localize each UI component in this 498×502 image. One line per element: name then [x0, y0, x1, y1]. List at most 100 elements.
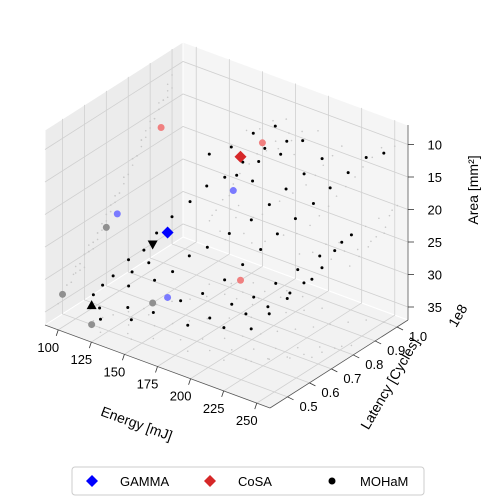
legend-marker-cosa — [204, 475, 216, 487]
moham-floor-shadow — [333, 347, 336, 349]
moham-back-shadow — [367, 246, 370, 248]
grid-lines — [44, 46, 409, 404]
moham-wall-shadow — [162, 99, 165, 101]
moham-floor-shadow — [230, 348, 233, 351]
moham-back-shadow — [261, 213, 264, 216]
moham-back-shadow — [311, 251, 314, 254]
x-grid-line — [190, 95, 329, 380]
cosa-projection — [237, 276, 245, 284]
moham-point — [241, 160, 245, 164]
moham-floor-shadow — [279, 296, 282, 299]
moham-floor-shadow — [365, 319, 367, 321]
moham-point — [349, 233, 353, 237]
moham-wall-shadow — [92, 241, 94, 244]
z-tick-label: 35 — [428, 300, 442, 315]
moham-point — [244, 312, 248, 316]
moham-back-shadow — [277, 147, 280, 150]
moham-floor-shadow — [267, 357, 269, 360]
moham-point — [223, 278, 227, 282]
y-tick-label: 0.7 — [343, 371, 361, 386]
projection-shadows — [57, 74, 399, 363]
legend: GAMMA CoSA MOHaM — [71, 466, 425, 496]
moham-point — [310, 277, 314, 281]
moham-point — [129, 318, 133, 322]
moham-back-shadow — [288, 132, 290, 134]
moham-point — [249, 218, 253, 222]
moham-wall-shadow — [72, 273, 75, 276]
y-tick-mark — [309, 382, 316, 387]
z-axis-label: Area [mm²] — [465, 155, 481, 224]
moham-point — [98, 317, 102, 321]
x-tick-mark — [254, 402, 258, 410]
moham-point — [333, 249, 337, 253]
moham-floor-shadow — [321, 307, 323, 309]
x-tick-label: 175 — [137, 377, 159, 392]
moham-point — [170, 215, 174, 219]
y-tick-mark — [331, 368, 338, 373]
data-points — [86, 124, 386, 331]
y-tick-mark — [396, 326, 404, 331]
moham-point — [320, 157, 324, 161]
cosa-point — [234, 150, 247, 163]
moham-point — [328, 186, 332, 190]
moham-point — [147, 261, 151, 265]
moham-point — [274, 281, 278, 285]
moham-back-shadow — [393, 145, 396, 147]
moham-back-shadow — [221, 198, 224, 201]
moham-back-shadow — [356, 248, 359, 251]
moham-wall-shadow — [153, 117, 156, 120]
moham-back-shadow — [235, 216, 237, 219]
moham-wall-shadow — [149, 120, 151, 123]
moham-wall-shadow — [127, 173, 130, 176]
moham-point — [205, 245, 209, 249]
moham-point — [267, 203, 271, 207]
moham-back-shadow — [305, 184, 307, 186]
moham-floor-shadow — [241, 291, 244, 293]
moham-floor-shadow — [223, 337, 226, 340]
moham-wall-shadow — [131, 164, 134, 166]
moham-floor-shadow — [189, 298, 191, 300]
moham-floor-shadow — [155, 303, 158, 306]
moham-wall-shadow — [96, 238, 99, 241]
moham-point — [101, 283, 105, 287]
triangle-down-marker — [147, 240, 158, 250]
moham-floor-shadow — [112, 314, 114, 316]
moham-back-shadow — [256, 153, 258, 155]
moham-back-shadow — [341, 145, 343, 147]
moham-back-shadow — [371, 156, 374, 159]
moham-floor-shadow — [311, 356, 313, 359]
moham-back-shadow — [391, 209, 393, 211]
y-tick-label: 0.8 — [365, 357, 383, 372]
moham-wall-shadow — [88, 244, 90, 246]
moham-point — [187, 254, 191, 258]
moham-point — [302, 172, 306, 176]
moham-floor-shadow — [250, 316, 253, 319]
moham-wall-shadow — [140, 139, 143, 141]
moham-floor-shadow — [228, 317, 231, 319]
moham-back-shadow — [293, 153, 295, 156]
moham-back-shadow — [375, 235, 378, 238]
x-grid-line — [58, 46, 197, 331]
moham-floor-shadow — [257, 297, 260, 299]
gamma-projection — [113, 210, 121, 218]
moham-wall-shadow — [149, 127, 151, 129]
moham-back-shadow — [330, 258, 333, 260]
y-tick-label: 0.9 — [387, 343, 405, 358]
moham-back-shadow — [278, 200, 281, 202]
moham-wall-shadow — [105, 220, 108, 222]
moham-back-shadow — [364, 225, 367, 228]
moham-point — [222, 326, 226, 330]
y-grid-line — [171, 48, 398, 328]
moham-back-shadow — [358, 255, 360, 258]
moham-back-shadow — [362, 166, 364, 168]
x-grid-line — [256, 120, 396, 404]
marker-projection — [102, 223, 110, 231]
moham-back-shadow — [243, 232, 245, 235]
moham-wall-shadow — [136, 155, 138, 157]
moham-back-shadow — [354, 176, 356, 178]
moham-back-shadow — [265, 149, 268, 152]
moham-wall-shadow — [114, 195, 116, 197]
y-tick-mark — [374, 340, 382, 345]
moham-point — [340, 240, 344, 244]
cosa-projection — [258, 139, 266, 147]
